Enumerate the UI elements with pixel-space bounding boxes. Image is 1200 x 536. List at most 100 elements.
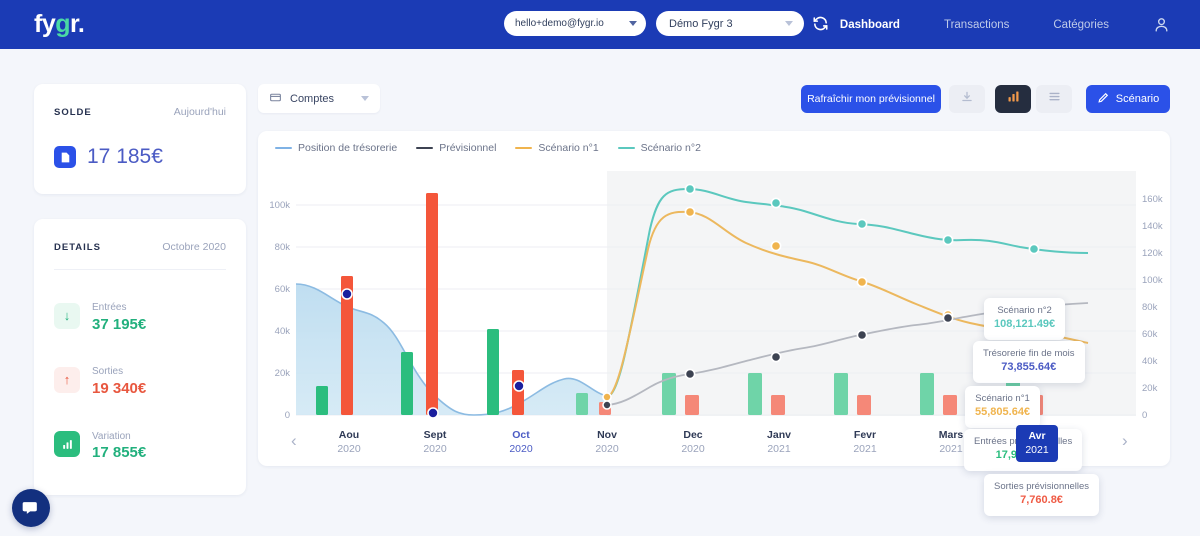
balance-card: SOLDE Aujourd'hui 17 185€ xyxy=(34,84,246,194)
tooltip-value: 55,805.64€ xyxy=(975,406,1031,419)
tooltip-label: Sorties prévisionnelles xyxy=(994,481,1090,492)
tooltip-label: Scénario n°2 xyxy=(997,305,1052,316)
project-select-value: Démo Fygr 3 xyxy=(669,17,733,30)
x-tick-year: 2021 xyxy=(939,443,963,456)
detail-label-entrees: Entrées xyxy=(92,302,127,313)
account-select-value: hello+demo@fygr.io xyxy=(515,18,604,29)
list-icon xyxy=(1047,89,1062,109)
x-tick-sept-2020[interactable]: Sept 2020 xyxy=(405,428,465,456)
x-tick-mars-2021[interactable]: Mars 2021 xyxy=(921,428,981,456)
balance-card-title: SOLDE xyxy=(54,107,92,118)
project-select[interactable]: Démo Fygr 3 xyxy=(656,11,804,36)
tooltip-label: Scénario n°1 xyxy=(975,393,1030,404)
logo-part-3: r. xyxy=(70,10,85,38)
bar-entrees-previsionnelles xyxy=(662,373,676,415)
legend-item-scenario-1[interactable]: Scénario n°1 xyxy=(515,142,599,154)
user-icon[interactable] xyxy=(1153,16,1170,33)
x-tick-janv-2021[interactable]: Janv 2021 xyxy=(749,428,809,456)
svg-text:60k: 60k xyxy=(1142,329,1158,340)
accounts-filter-label: Comptes xyxy=(290,92,335,105)
legend-label: Scénario n°2 xyxy=(640,142,701,154)
legend-swatch xyxy=(275,146,292,150)
chevron-down-icon xyxy=(785,21,793,26)
legend-item-scenario-2[interactable]: Scénario n°2 xyxy=(617,142,701,154)
svg-text:80k: 80k xyxy=(275,242,291,253)
bar-sorties-previsionnelles xyxy=(943,395,957,415)
refresh-forecast-button[interactable]: Rafraîchir mon prévisionnel xyxy=(801,85,941,113)
svg-text:80k: 80k xyxy=(1142,302,1158,313)
bar-entrees-previsionnelles xyxy=(576,393,588,415)
bar-chart-icon xyxy=(1006,89,1021,109)
accounts-filter-button[interactable]: Comptes xyxy=(258,84,380,113)
forecast-chart-card: Position de trésorerie Prévisionnel Scén… xyxy=(258,131,1170,516)
tooltip-value: 108,121.49€ xyxy=(994,318,1056,331)
account-select[interactable]: hello+demo@fygr.io xyxy=(504,11,646,36)
details-card-header: DETAILS Octobre 2020 xyxy=(54,241,226,253)
legend-item-previsionnel[interactable]: Prévisionnel xyxy=(416,142,496,154)
svg-text:40k: 40k xyxy=(1142,356,1158,367)
tooltip-sorties-previsionnelles: Sorties prévisionnelles 7,760.8€ xyxy=(984,474,1100,516)
x-tick-month: Nov xyxy=(597,429,617,441)
list-view-button[interactable] xyxy=(1036,85,1072,113)
detail-row-variation: Variation 17 855€ xyxy=(54,426,226,463)
chart-view-button[interactable] xyxy=(995,85,1031,113)
balance-card-period: Aujourd'hui xyxy=(173,106,226,118)
x-tick-month: Sept xyxy=(423,429,447,441)
detail-value-entrees: 37 195€ xyxy=(92,315,147,333)
bar-entrees-previsionnelles xyxy=(920,373,934,415)
svg-text:40k: 40k xyxy=(275,326,291,337)
x-tick-month: Aou xyxy=(338,429,360,441)
x-tick-month: Janv xyxy=(767,429,791,441)
detail-value-variation: 17 855€ xyxy=(92,444,147,461)
app-logo[interactable]: fygr. xyxy=(34,10,85,39)
legend-swatch xyxy=(617,146,635,150)
x-tick-nov-2020[interactable]: Nov 2020 xyxy=(577,428,637,456)
download-button[interactable] xyxy=(949,85,985,113)
x-tick-avr-2021[interactable]: Avr 2021 xyxy=(1016,425,1058,463)
tooltip-tresorerie-fin-de-mois: Trésorerie fin de mois 73,855.64€ xyxy=(973,341,1085,383)
bar-sorties-previsionnelles xyxy=(685,395,699,415)
svg-text:60k: 60k xyxy=(275,284,291,295)
chevron-right-icon[interactable]: › xyxy=(1122,431,1128,450)
bar-entrees-previsionnelles xyxy=(748,373,762,415)
nav-link-dashboard[interactable]: Dashboard xyxy=(839,18,900,31)
line-previsionnel-points xyxy=(602,301,1040,410)
chat-bubble-icon[interactable] xyxy=(12,489,50,527)
scenario-button[interactable]: Scénario xyxy=(1086,85,1170,113)
svg-text:100k: 100k xyxy=(1142,275,1163,286)
main-nav-links: Dashboard Transactions Catégories xyxy=(840,0,1170,49)
tooltip-value: 73,855.64€ xyxy=(1001,361,1057,374)
tooltip-label: Trésorerie fin de mois xyxy=(983,348,1075,359)
nav-link-transactions[interactable]: Transactions xyxy=(943,18,1010,31)
bar-entrees xyxy=(487,329,499,415)
x-tick-month: Mars xyxy=(938,429,964,441)
x-tick-oct-2020[interactable]: Oct 2020 xyxy=(491,428,551,456)
x-tick-fevr-2021[interactable]: Fevr 2021 xyxy=(835,428,895,456)
x-tick-year: 2021 xyxy=(1025,444,1049,457)
bar-sorties-previsionnelles xyxy=(771,395,785,415)
x-tick-month: Dec xyxy=(683,429,703,441)
details-card-title: DETAILS xyxy=(54,242,101,253)
line-scenario-2 xyxy=(606,187,1089,398)
pencil-icon xyxy=(1097,91,1110,107)
refresh-icon[interactable] xyxy=(812,15,829,32)
chevron-down-icon xyxy=(361,96,369,101)
x-tick-aou-2020[interactable]: Aou 2020 xyxy=(319,428,379,456)
x-tick-year: 2020 xyxy=(595,443,619,456)
nav-link-categories[interactable]: Catégories xyxy=(1053,18,1109,31)
details-card-period: Octobre 2020 xyxy=(162,241,226,253)
bar-chart-icon xyxy=(54,431,80,458)
chart-plot-area[interactable]: 0 20k 40k 60k 80k 100k 0 20k 40k 60k 80k… xyxy=(258,171,1170,421)
x-tick-year: 2021 xyxy=(767,443,791,456)
detail-row-sorties: ↑ Sorties 19 340€ xyxy=(54,361,226,398)
legend-item-position-tresorerie[interactable]: Position de trésorerie xyxy=(275,142,397,154)
tooltip-scenario-1: Scénario n°1 55,805.64€ xyxy=(965,386,1041,428)
legend-swatch xyxy=(515,146,533,150)
bar-entrees xyxy=(401,352,413,415)
actual-balance-points xyxy=(341,288,525,419)
chevron-left-icon[interactable]: ‹ xyxy=(291,431,297,450)
x-tick-dec-2020[interactable]: Dec 2020 xyxy=(663,428,723,456)
balance-card-header: SOLDE Aujourd'hui xyxy=(54,106,226,118)
legend-label: Position de trésorerie xyxy=(298,142,398,154)
legend-swatch xyxy=(416,146,434,150)
